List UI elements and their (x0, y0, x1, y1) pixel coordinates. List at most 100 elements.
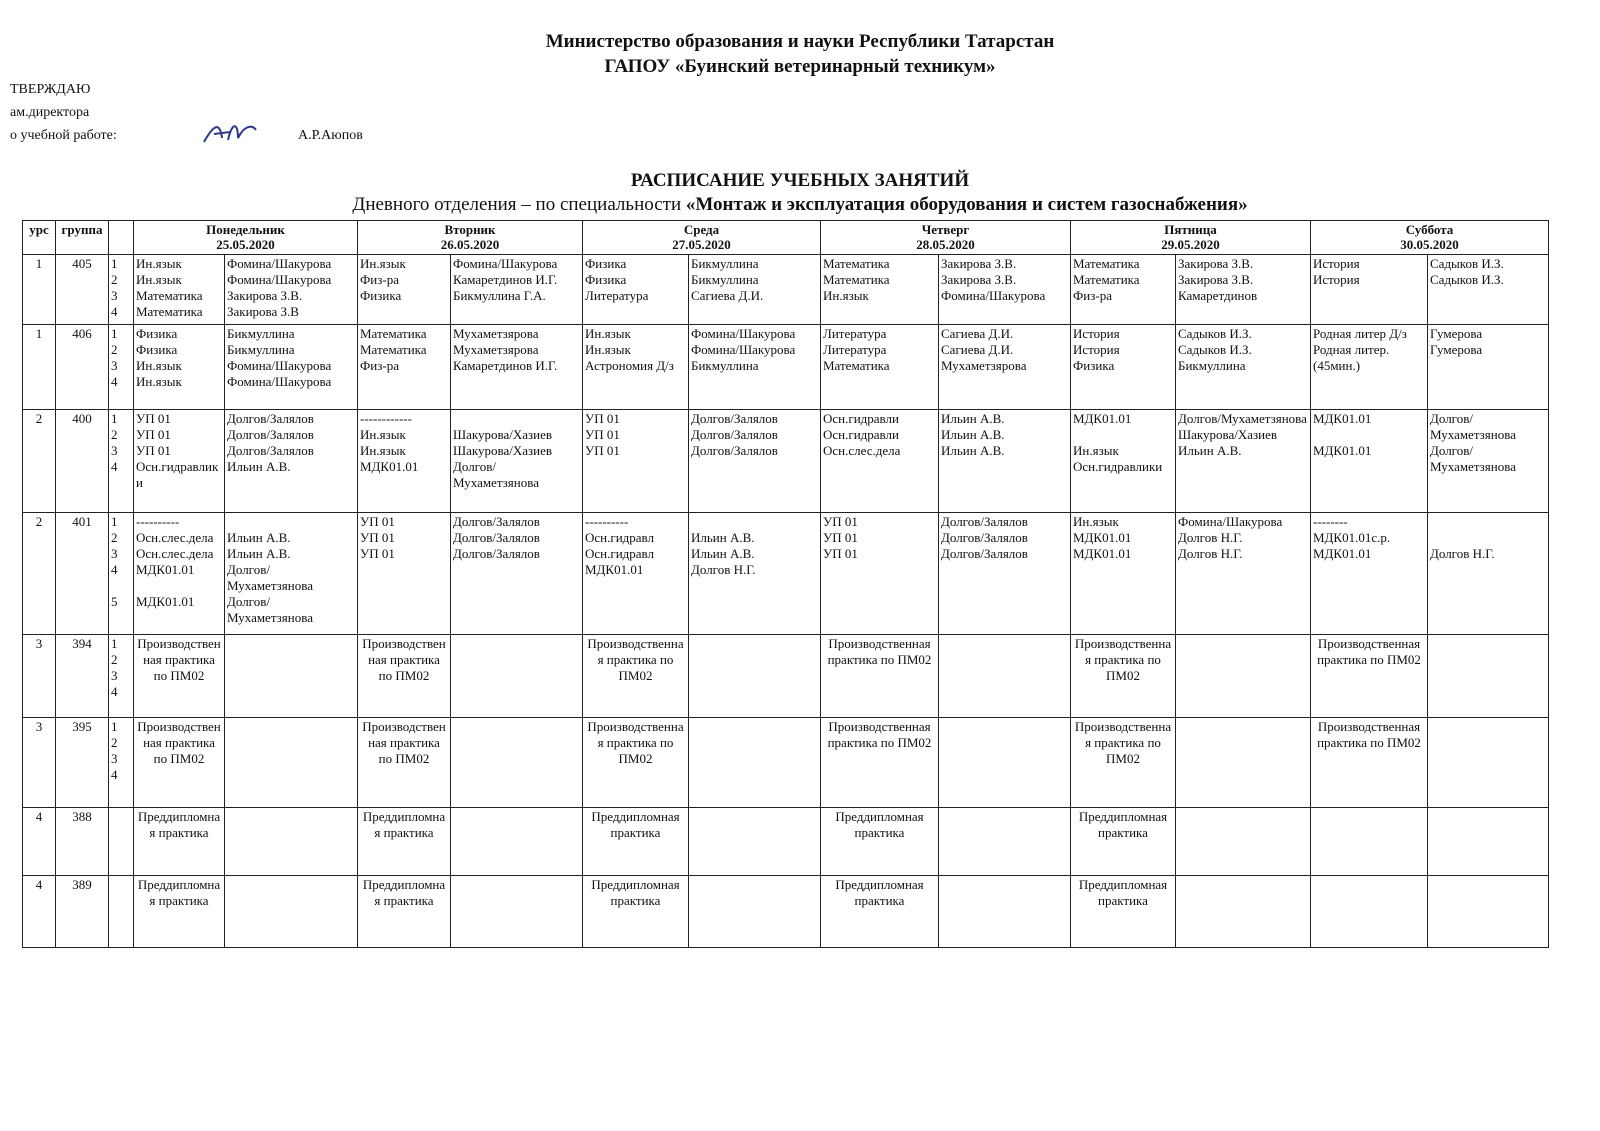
approval-title: ТВЕРЖДАЮ (10, 82, 91, 97)
group-row: 4 389 Преддипломная практика Преддипломная … (22, 875, 1549, 948)
day-date: 26.05.2020 (440, 237, 500, 252)
day-header: Суббота 30.05.2020 (1310, 220, 1549, 255)
practice: Преддипломная практика (820, 875, 939, 948)
day-name: Среда (683, 222, 720, 237)
day-date: 30.05.2020 (1400, 237, 1459, 252)
day-name: Пятница (1164, 222, 1217, 237)
practice: Производственная практика по ПМ02 (357, 634, 451, 718)
group-row: 2 400 1 2 3 4 УП 01 УП 01 УП 01 Осн.гидравл… (22, 409, 1549, 513)
header-row: урс группа Понедельник 25.05.2020 Вторник 26.… (22, 220, 1549, 255)
empty-cell (1427, 717, 1549, 808)
course: 1 (22, 324, 56, 410)
subjects: ---------- Осн.слес.дела Осн.слес.дела М… (133, 512, 225, 635)
practice: Преддипломная практика (582, 807, 689, 876)
empty-cell (224, 717, 358, 808)
subjects: Физика Физика Ин.язык Ин.язык (133, 324, 225, 410)
subjects: УП 01 УП 01 УП 01 (582, 409, 689, 513)
group: 389 (55, 875, 109, 948)
empty-cell (1427, 807, 1549, 876)
group: 388 (55, 807, 109, 876)
practice: Преддипломная практика (1070, 807, 1176, 876)
day-header: Среда 27.05.2020 (582, 220, 821, 255)
teachers: Гумерова Гумерова (1427, 324, 1549, 410)
empty-cell (1427, 875, 1549, 948)
teachers: Шакурова/Хазиев Шакурова/Хазиев Долгов/М… (450, 409, 583, 513)
group: 400 (55, 409, 109, 513)
teachers: Долгов/Залялов Долгов/Залялов Долгов/Зал… (224, 409, 358, 513)
empty-cell (938, 807, 1071, 876)
teachers: Закирова З.В. Закирова З.В. Камаретдинов (1175, 254, 1311, 325)
practice: Производственная практика по ПМ02 (820, 717, 939, 808)
empty-cell (688, 717, 821, 808)
teachers: Фомина/Шакурова Камаретдинов И.Г. Бикмул… (450, 254, 583, 325)
teachers: Мухаметзярова Мухаметзярова Камаретдинов… (450, 324, 583, 410)
subjects: УП 01 УП 01 УП 01 (820, 512, 939, 635)
practice: Преддипломная практика (133, 807, 225, 876)
day-date: 29.05.2020 (1161, 237, 1220, 252)
day-header: Четверг 28.05.2020 (820, 220, 1071, 255)
group-row: 4 388 Преддипломная практика Преддипломная … (22, 807, 1549, 876)
teachers: Долгов/Залялов Долгов/Залялов Долгов/Зал… (938, 512, 1071, 635)
practice: Производственная практика по ПМ02 (820, 634, 939, 718)
empty-cell (224, 875, 358, 948)
subjects: Физика Физика Литература (582, 254, 689, 325)
empty-cell (938, 717, 1071, 808)
group: 401 (55, 512, 109, 635)
empty-cell (1175, 875, 1311, 948)
subjects: Математика Математика Ин.язык (820, 254, 939, 325)
approval-position: ам.директора (10, 105, 90, 120)
group-row: 1 406 1 2 3 4 Физика Физика Ин.язык Ин.язык… (22, 324, 1549, 410)
subtitle-prefix: Дневного отделения – по специальности (352, 194, 686, 215)
course: 2 (22, 409, 56, 513)
practice: Производственная практика по ПМ02 (133, 634, 225, 718)
practice: Преддипломная практика (1070, 875, 1176, 948)
practice: Производственная практика по ПМ02 (133, 717, 225, 808)
empty-cell (1310, 807, 1428, 876)
group: 394 (55, 634, 109, 718)
subjects: УП 01 УП 01 УП 01 Осн.гидравлики (133, 409, 225, 513)
subjects: История История (1310, 254, 1428, 325)
empty-cell (450, 717, 583, 808)
day-date: 25.05.2020 (216, 237, 275, 252)
group: 395 (55, 717, 109, 808)
teachers: Закирова З.В. Закирова З.В. Фомина/Шакур… (938, 254, 1071, 325)
approval-area: о учебной работе: (10, 128, 117, 143)
day-date: 27.05.2020 (672, 237, 731, 252)
subjects: Математика Математика Физ-ра (357, 324, 451, 410)
subjects: Ин.язык МДК01.01 МДК01.01 (1070, 512, 1176, 635)
practice: Производственная практика по ПМ02 (1070, 634, 1176, 718)
empty-cell (938, 875, 1071, 948)
group-header: группа (55, 220, 109, 255)
pair-numbers: 1 2 3 4 (108, 254, 134, 325)
course: 1 (22, 254, 56, 325)
group-row: 1 405 1 2 3 4 Ин.язык Ин.язык Математика Ма… (22, 254, 1549, 325)
teachers: Сагиева Д.И. Сагиева Д.И. Мухаметзярова (938, 324, 1071, 410)
course: 2 (22, 512, 56, 635)
signature (203, 125, 257, 143)
empty-cell (1427, 634, 1549, 718)
teachers: Долгов/Залялов Долгов/Залялов Долгов/Зал… (688, 409, 821, 513)
empty-cell (450, 634, 583, 718)
empty-cell (224, 807, 358, 876)
teachers: Фомина/Шакурова Фомина/Шакурова Закирова… (224, 254, 358, 325)
empty-cell (224, 634, 358, 718)
subjects: Осн.гидравли Осн.гидравли Осн.слес.дела (820, 409, 939, 513)
subjects: ---------- Осн.гидравл Осн.гидравл МДК01… (582, 512, 689, 635)
course: 3 (22, 717, 56, 808)
teachers: Долгов/Мухаметзянова Шакурова/Хазиев Иль… (1175, 409, 1311, 513)
day-header: Вторник 26.05.2020 (357, 220, 583, 255)
schedule-title: РАСПИСАНИЕ УЧЕБНЫХ ЗАНЯТИЙ (630, 170, 970, 191)
pair-header (108, 220, 134, 255)
empty-cell (688, 634, 821, 718)
day-header: Пятница 29.05.2020 (1070, 220, 1311, 255)
practice: Производственная практика по ПМ02 (1070, 717, 1176, 808)
day-name: Понедельник (206, 222, 285, 237)
practice: Производственная практика по ПМ02 (357, 717, 451, 808)
practice: Преддипломная практика (357, 875, 451, 948)
subjects: Ин.язык Ин.язык Математика Математика (133, 254, 225, 325)
practice: Преддипломная практика (133, 875, 225, 948)
day-name: Вторник (444, 222, 496, 237)
schedule-table: урс группа Понедельник 25.05.2020 Вторник 26.… (22, 220, 1549, 948)
